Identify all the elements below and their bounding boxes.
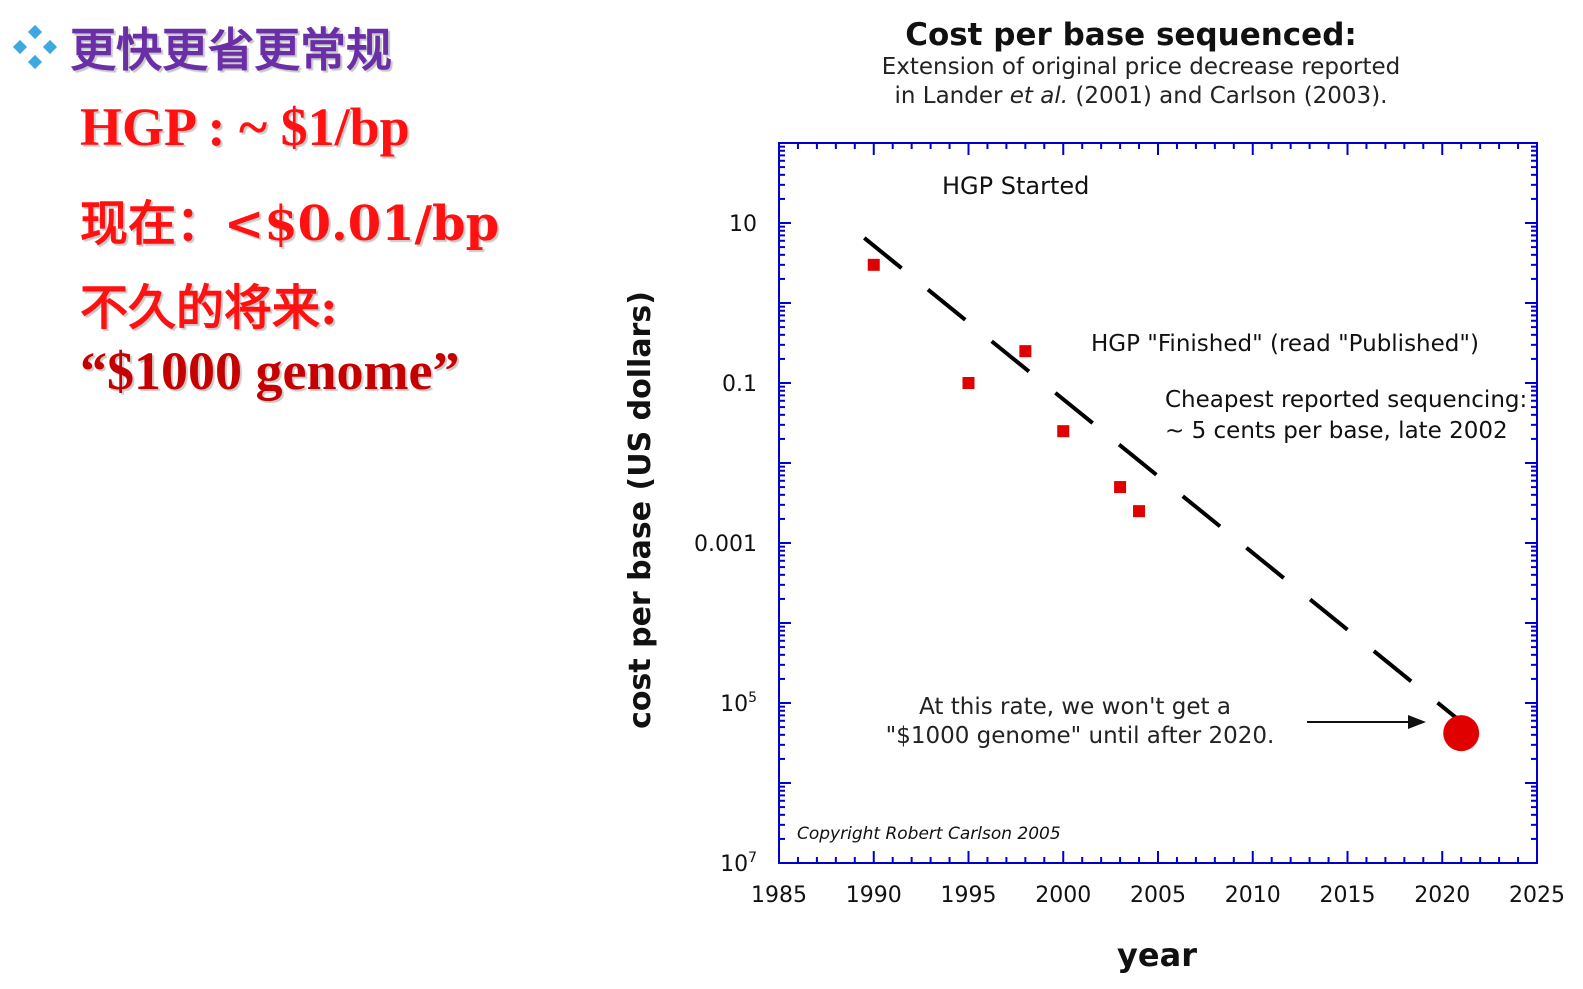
y-tick-labels: 10 0.1 0.001 105 107 [694,212,757,877]
x-tick-label: 1990 [846,883,902,908]
bullet-line-hgp: HGP : ~ $1/bp [80,97,410,157]
trend-line [863,236,1501,755]
annotation-arrowhead [1408,715,1426,729]
data-points [867,258,1480,752]
y-axis-label: cost per base (US dollars) [623,291,658,729]
subtitle-pre: in Lander [895,83,1010,109]
y-tick-label: 0.1 [722,372,757,397]
trend-line-dashed [863,236,1501,755]
chart-subtitle-line1: Extension of original price decrease rep… [882,54,1401,80]
x-tick-label: 2020 [1414,883,1470,908]
bullet-text-block: 更快更省更常规 HGP : ~ $1/bp 现在：<$0.01/bp 不久的将来… [0,0,640,420]
annotation-hgp-finished: HGP "Finished" (read "Published") [1091,331,1479,357]
y-tick-label: 10 [729,212,757,237]
annotation-cheapest-line2: ~ 5 cents per base, late 2002 [1165,418,1508,444]
data-point [1114,481,1127,494]
annotation-hgp-started: HGP Started [942,172,1089,200]
diamond-bullet-icon [12,24,58,70]
data-point [1057,425,1070,438]
y-tick-label: 0.001 [694,532,757,557]
y-tick-label: 105 [720,690,757,717]
subtitle-em: et al. [1010,83,1068,109]
subtitle-post: (2001) and Carlson (2003). [1068,83,1387,109]
x-tick-label: 2000 [1035,883,1091,908]
bullet-line-genome: “$1000 genome” [80,341,460,401]
annotation-rate-line2: "$1000 genome" until after 2020. [886,723,1275,749]
x-axis-label: year [1117,936,1197,974]
x-tick-label: 2010 [1225,883,1281,908]
heading-row: 更快更省更常规 [12,14,392,80]
slide-heading: 更快更省更常规 [70,23,392,77]
projection-1000-genome-marker [1443,715,1480,752]
x-tick-label: 1995 [941,883,997,908]
y-tick-label: 107 [720,850,757,877]
cost-chart-area: Cost per base sequenced: Extension of or… [600,0,1583,984]
chart-title: Cost per base sequenced: [905,17,1357,53]
chart-subtitle-line2: in Lander et al. (2001) and Carlson (200… [895,83,1388,109]
annotation-cheapest-line1: Cheapest reported sequencing: [1165,387,1527,413]
cost-per-base-chart: Cost per base sequenced: Extension of or… [623,17,1565,974]
x-tick-labels: 1985 1990 1995 2000 2005 2010 2015 2020 2025 [751,883,1565,908]
annotation-rate-line1: At this rate, we won't get a [919,694,1231,720]
x-tick-label: 2015 [1320,883,1376,908]
x-tick-label: 1985 [751,883,807,908]
data-point [1133,505,1146,518]
plot-frame [778,142,1538,864]
x-tick-label: 2025 [1509,883,1565,908]
bullet-line-future: 不久的将来: [80,280,338,336]
data-point [1019,345,1032,358]
copyright-note: Copyright Robert Carlson 2005 [797,824,1061,844]
axis-ticks [778,143,1538,864]
bullet-line-now: 现在：<$0.01/bp [80,196,500,252]
data-point [962,377,975,389]
x-tick-label: 2005 [1130,883,1186,908]
data-point [867,258,880,271]
